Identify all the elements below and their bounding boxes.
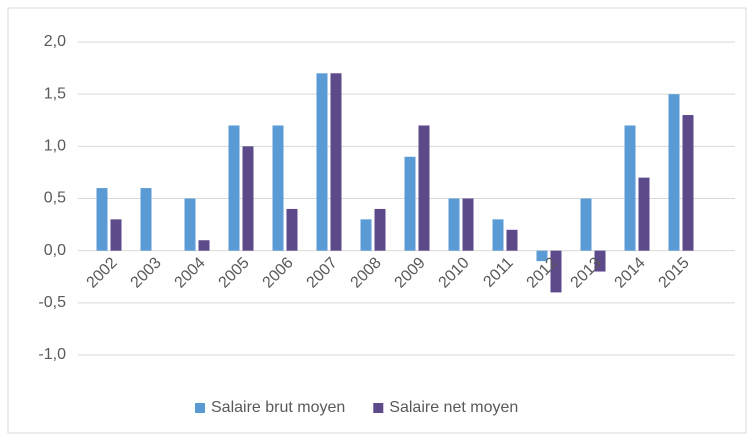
bar bbox=[492, 219, 504, 251]
bar bbox=[624, 125, 636, 251]
bar bbox=[110, 219, 122, 251]
legend-swatch bbox=[195, 403, 205, 413]
bar bbox=[594, 250, 606, 272]
bar bbox=[184, 198, 196, 251]
bar bbox=[198, 240, 210, 251]
bar bbox=[668, 94, 680, 251]
legend-swatch bbox=[373, 403, 384, 413]
y-tick-label: 1,0 bbox=[44, 138, 66, 155]
bar bbox=[96, 188, 108, 251]
y-tick-label: 1,5 bbox=[44, 85, 66, 102]
bar bbox=[536, 250, 548, 262]
bar bbox=[448, 198, 460, 251]
bar bbox=[286, 208, 298, 251]
bar bbox=[374, 208, 386, 251]
y-tick-label: 0,5 bbox=[44, 190, 66, 207]
bar bbox=[506, 229, 518, 251]
bar bbox=[272, 125, 284, 251]
legend-label: Salaire brut moyen bbox=[211, 399, 345, 416]
legend-label: Salaire net moyen bbox=[389, 399, 518, 416]
bar bbox=[638, 177, 650, 251]
bar bbox=[316, 73, 328, 251]
bar bbox=[404, 156, 416, 251]
y-tick-label: -1,0 bbox=[38, 346, 66, 363]
bar bbox=[418, 125, 430, 251]
y-tick-label: -0,5 bbox=[38, 294, 66, 311]
bar bbox=[330, 73, 342, 251]
bar bbox=[580, 198, 592, 251]
bar bbox=[228, 125, 240, 251]
bar bbox=[140, 188, 152, 251]
bar bbox=[360, 219, 372, 251]
y-tick-label: 0,0 bbox=[44, 242, 66, 259]
bar bbox=[462, 198, 474, 251]
bar bbox=[682, 115, 694, 251]
y-tick-label: 2,0 bbox=[44, 33, 66, 50]
bar bbox=[242, 146, 254, 251]
bar bbox=[550, 250, 562, 293]
